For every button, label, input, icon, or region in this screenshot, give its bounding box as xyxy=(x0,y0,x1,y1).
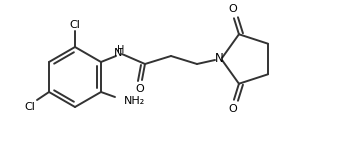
Text: N: N xyxy=(114,49,122,59)
Text: H: H xyxy=(117,45,125,55)
Text: O: O xyxy=(136,84,144,94)
Text: O: O xyxy=(228,4,237,14)
Text: O: O xyxy=(228,104,237,114)
Text: Cl: Cl xyxy=(25,102,35,112)
Text: N: N xyxy=(214,52,223,66)
Text: Cl: Cl xyxy=(69,20,81,30)
Text: NH₂: NH₂ xyxy=(124,96,145,106)
